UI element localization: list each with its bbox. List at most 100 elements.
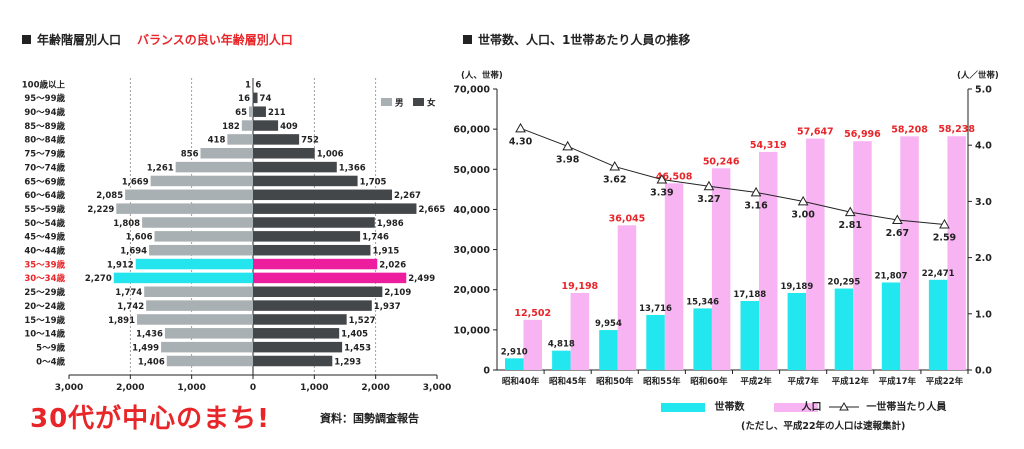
bar-male <box>149 244 253 256</box>
triangle-marker <box>797 195 809 206</box>
bar-female <box>253 272 407 284</box>
bar-households <box>881 282 901 370</box>
value-label-households: 13,716 <box>639 304 672 314</box>
value-label-population: 50,246 <box>703 156 740 167</box>
bar-male <box>175 161 253 173</box>
square-bullet-icon <box>463 35 472 44</box>
x-category-label: 平成17年 <box>879 376 917 387</box>
age-category-label: 15〜19歳 <box>24 315 65 326</box>
value-label-male: 1,606 <box>126 233 153 243</box>
value-label-male: 65 <box>235 108 247 118</box>
footnote: (ただし、平成22年の人口は速報集計) <box>741 421 906 432</box>
bar-female <box>253 134 300 145</box>
value-label-female: 1,937 <box>374 302 401 312</box>
value-label-male: 1,808 <box>113 219 140 229</box>
bar-female <box>253 355 333 367</box>
bar-female <box>253 120 279 131</box>
value-label-per-household: 3.00 <box>791 209 815 220</box>
source-note: 資料：国勢調査報告 <box>320 412 419 425</box>
bar-male <box>154 231 253 242</box>
triangle-marker <box>703 180 715 191</box>
bar-female <box>253 189 393 201</box>
bar-male <box>142 217 253 228</box>
bar-households <box>928 279 948 370</box>
bar-female <box>253 258 378 270</box>
legend-label-per-household: 一世帯当たり人員 <box>866 402 947 413</box>
bar-female <box>253 244 371 256</box>
bar-male <box>146 300 253 311</box>
bar-male <box>144 286 253 297</box>
bar-population <box>664 183 684 370</box>
bar-households <box>646 314 665 370</box>
value-label-population: 12,502 <box>514 308 551 319</box>
left-tick-label: 10,000 <box>453 325 490 336</box>
value-label-female: 2,267 <box>394 191 421 201</box>
value-label-male: 182 <box>222 122 240 132</box>
value-label-per-household: 2.67 <box>886 228 909 239</box>
value-label-female: 1,006 <box>317 150 344 160</box>
value-label-male: 1,406 <box>138 357 165 367</box>
square-bullet-icon <box>22 35 31 44</box>
value-label-per-household: 3.39 <box>650 187 673 198</box>
value-label-male: 2,229 <box>87 205 114 215</box>
triangle-marker <box>515 122 526 133</box>
triangle-marker <box>656 173 668 184</box>
value-label-female: 1,405 <box>341 330 368 340</box>
bar-male <box>113 272 253 284</box>
value-label-male: 418 <box>208 136 226 146</box>
value-label-female: 1,527 <box>349 316 376 326</box>
bar-population <box>570 292 590 370</box>
value-label-female: 74 <box>260 94 272 104</box>
value-label-female: 2,109 <box>384 288 411 298</box>
x-tick-label: 1,000 <box>177 383 205 393</box>
value-label-per-household: 3.98 <box>556 154 580 165</box>
value-label-households: 22,471 <box>922 269 955 279</box>
value-label-per-household: 2.59 <box>933 232 956 243</box>
bar-female <box>253 328 340 339</box>
value-label-male: 1,742 <box>117 302 144 312</box>
right-axis-unit: (人／世帯) <box>957 70 999 81</box>
right-tick-label: 3.0 <box>975 197 992 208</box>
legend-swatch-male <box>381 98 392 106</box>
x-category-label: 昭和55年 <box>643 376 681 387</box>
left-tick-label: 0 <box>483 366 490 377</box>
value-label-female: 752 <box>301 136 319 146</box>
legend-line-triangle-icon <box>828 402 859 411</box>
age-category-label: 40〜44歳 <box>24 246 65 257</box>
x-tick-label: 3,000 <box>423 383 451 393</box>
age-category-label: 20〜24歳 <box>24 301 65 312</box>
value-label-households: 15,346 <box>686 297 719 307</box>
value-label-population: 54,319 <box>750 140 787 151</box>
bar-female <box>253 341 343 353</box>
value-label-female: 1,705 <box>360 177 387 187</box>
bar-population <box>853 141 872 370</box>
bar-male <box>241 120 253 131</box>
bar-female <box>253 161 337 173</box>
combo-title-block: 世帯数、人口、1世帯あたり人員の推移 <box>463 31 690 48</box>
age-category-label: 45〜49歳 <box>24 232 65 243</box>
bar-population <box>806 138 825 370</box>
age-category-label: 60〜64歳 <box>24 190 65 201</box>
value-label-female: 1,453 <box>344 343 371 353</box>
value-label-households: 4,818 <box>548 340 575 350</box>
value-label-population: 36,045 <box>609 213 646 224</box>
right-tick-label: 2.0 <box>975 253 992 264</box>
value-label-population: 58,208 <box>891 124 928 135</box>
age-category-label: 55〜59歳 <box>24 204 65 215</box>
value-label-female: 6 <box>255 80 261 90</box>
value-label-population: 19,198 <box>562 281 599 292</box>
bar-female <box>253 286 383 297</box>
bar-female <box>253 175 358 187</box>
pyramid-subtitle: バランスの良い年齢層別人口 <box>137 33 293 47</box>
value-label-male: 1,912 <box>107 260 134 270</box>
value-label-male: 1 <box>245 80 251 90</box>
x-category-label: 平成12年 <box>832 376 870 387</box>
x-category-label: 昭和45年 <box>549 376 587 387</box>
triangle-marker <box>844 206 856 217</box>
bar-male <box>166 355 253 367</box>
bar-female <box>253 148 315 159</box>
bar-female <box>253 92 258 104</box>
bar-male <box>161 341 253 353</box>
value-label-female: 1,366 <box>339 163 366 173</box>
